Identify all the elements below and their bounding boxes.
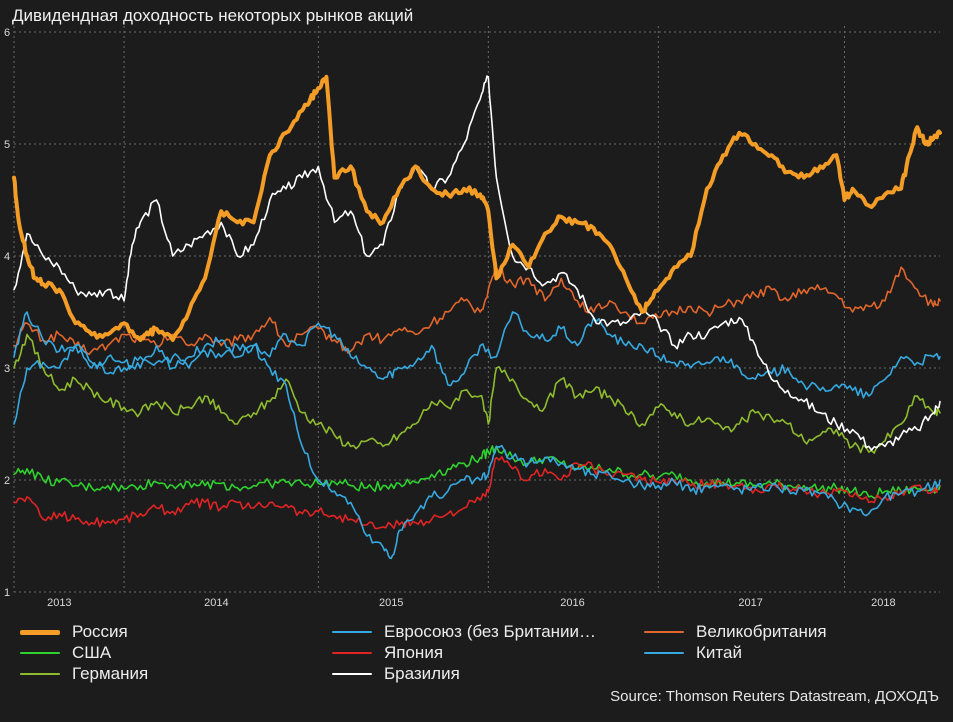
legend-label: Китай (696, 643, 742, 662)
x-axis-ticks: 2013 2014 2015 2016 2017 2018 (47, 597, 895, 609)
legend-swatch (20, 673, 60, 675)
x-tick-label: 2016 (560, 597, 584, 609)
y-tick-label: 5 (4, 139, 10, 151)
series-line-6 (13, 75, 941, 451)
legend-label: Бразилия (384, 664, 460, 683)
series-layer (12, 74, 942, 560)
source-note: Source: Thomson Reuters Datastream, ДОХО… (610, 688, 939, 705)
series-line-7 (12, 74, 942, 342)
legend-label: Япония (384, 643, 444, 662)
legend-item: Великобритания (644, 622, 827, 642)
y-tick-label: 3 (4, 363, 10, 375)
legend-item: Китай (644, 643, 742, 663)
series-line-1 (13, 311, 941, 399)
legend-label: Россия (72, 622, 128, 641)
legend-swatch (644, 631, 684, 633)
y-axis-ticks: 1 2 3 4 5 6 (4, 27, 10, 599)
series-line-3 (13, 445, 941, 500)
legend-swatch (332, 673, 372, 675)
x-tick-label: 2015 (379, 597, 403, 609)
x-tick-label: 2014 (204, 597, 228, 609)
legend-item: Бразилия (332, 664, 460, 684)
legend-swatch (332, 652, 372, 654)
legend-label: Германия (72, 664, 149, 683)
legend-item: Япония (332, 643, 443, 663)
series-line-2 (13, 333, 941, 454)
legend-swatch (20, 629, 60, 635)
legend-item: Германия (20, 664, 148, 684)
legend-label: Великобритания (696, 622, 827, 641)
y-tick-label: 1 (4, 587, 10, 599)
series-line-5 (13, 342, 941, 560)
legend-item: США (20, 643, 111, 663)
x-tick-label: 2018 (871, 597, 895, 609)
legend-label: США (72, 643, 112, 662)
legend-swatch (20, 652, 60, 654)
legend-swatch (644, 652, 684, 654)
y-tick-label: 2 (4, 475, 10, 487)
legend-swatch (332, 631, 372, 633)
x-tick-label: 2017 (738, 597, 762, 609)
y-tick-label: 4 (4, 251, 10, 263)
series-line-4 (13, 456, 941, 530)
legend-label: Евросоюз (без Британии… (384, 622, 597, 641)
y-tick-label: 6 (4, 27, 10, 39)
legend-item: Россия (20, 622, 128, 642)
x-tick-label: 2013 (47, 597, 71, 609)
chart-title: Дивидендная доходность некоторых рынков … (12, 6, 414, 25)
legend-item: Евросоюз (без Британии… (332, 622, 596, 642)
